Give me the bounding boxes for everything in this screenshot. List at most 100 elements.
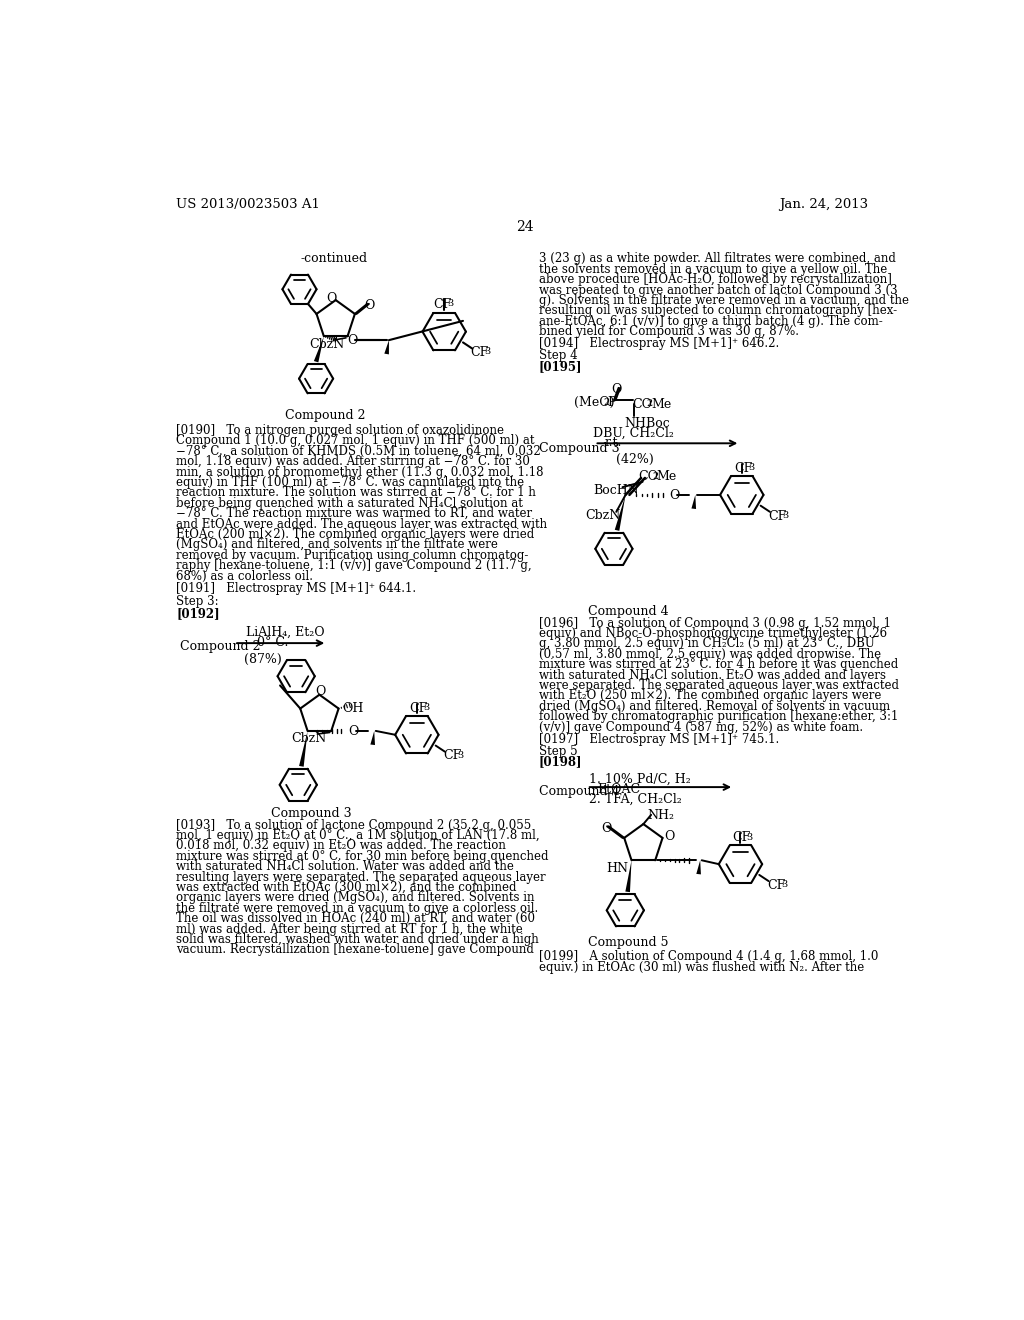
Text: CF: CF xyxy=(734,462,753,475)
Text: min, a solution of bromomethyl ether (11.3 g, 0.032 mol, 1.18: min, a solution of bromomethyl ether (11… xyxy=(176,466,544,479)
Text: Step 5: Step 5 xyxy=(539,744,578,758)
Text: CF: CF xyxy=(443,750,462,763)
Text: resulting layers were separated. The separated aqueous layer: resulting layers were separated. The sep… xyxy=(176,871,546,883)
Text: Jan. 24, 2013: Jan. 24, 2013 xyxy=(779,198,868,211)
Text: [0193]   To a solution of lactone Compound 2 (35.2 g, 0.055: [0193] To a solution of lactone Compound… xyxy=(176,818,531,832)
Text: 2: 2 xyxy=(646,400,652,408)
Text: [0197]   Electrospray MS [M+1]⁺ 745.1.: [0197] Electrospray MS [M+1]⁺ 745.1. xyxy=(539,733,779,746)
Text: with Et₂O (250 ml×2). The combined organic layers were: with Et₂O (250 ml×2). The combined organ… xyxy=(539,689,881,702)
Text: (MgSO₄) and filtered, and solvents in the filtrate were: (MgSO₄) and filtered, and solvents in th… xyxy=(176,539,498,552)
Text: Compound 2: Compound 2 xyxy=(180,640,260,653)
Polygon shape xyxy=(384,341,389,354)
Text: mixture was stirred at 0° C. for 30 min before being quenched: mixture was stirred at 0° C. for 30 min … xyxy=(176,850,549,863)
Text: HN: HN xyxy=(607,862,629,875)
Text: 3: 3 xyxy=(782,511,788,520)
Text: CF: CF xyxy=(410,702,427,714)
Text: with saturated NH₄Cl solution. Water was added and the: with saturated NH₄Cl solution. Water was… xyxy=(176,861,514,874)
Text: removed by vacuum. Purification using column chromatog-: removed by vacuum. Purification using co… xyxy=(176,549,528,562)
Text: organic layers were dried (MgSO₄), and filtered. Solvents in: organic layers were dried (MgSO₄), and f… xyxy=(176,891,535,904)
Text: (MeO): (MeO) xyxy=(573,396,614,409)
Text: -continued: -continued xyxy=(300,252,368,265)
Text: CF: CF xyxy=(768,510,786,523)
Text: 2: 2 xyxy=(603,397,609,407)
Text: Step 4: Step 4 xyxy=(539,350,578,363)
Text: above procedure [HOAc-H₂O, followed by recrystallization]: above procedure [HOAc-H₂O, followed by r… xyxy=(539,273,892,286)
Text: LiAlH₄, Et₂O: LiAlH₄, Et₂O xyxy=(246,626,325,639)
Polygon shape xyxy=(299,731,307,767)
Text: CO: CO xyxy=(638,470,658,483)
Text: CbzN: CbzN xyxy=(586,508,621,521)
Text: O: O xyxy=(611,383,622,396)
Text: 2: 2 xyxy=(652,471,658,480)
Text: O: O xyxy=(670,488,680,502)
Text: 1. 10% Pd/C, H₂: 1. 10% Pd/C, H₂ xyxy=(589,774,691,787)
Text: equiv) and NBoc-O-phosphonoglycine trimethylester (1.26: equiv) and NBoc-O-phosphonoglycine trime… xyxy=(539,627,887,640)
Text: O: O xyxy=(347,334,357,347)
Text: 3: 3 xyxy=(484,347,490,356)
Text: Compound 4: Compound 4 xyxy=(539,785,620,797)
Polygon shape xyxy=(691,495,696,510)
Text: 0° C.: 0° C. xyxy=(257,636,289,649)
Text: [0199]   A solution of Compound 4 (1.4 g, 1.68 mmol, 1.0: [0199] A solution of Compound 4 (1.4 g, … xyxy=(539,950,879,964)
Text: O: O xyxy=(665,830,675,843)
Text: was extracted with EtOAc (300 ml×2), and the combined: was extracted with EtOAc (300 ml×2), and… xyxy=(176,880,516,894)
Text: vacuum. Recrystallization [hexane-toluene] gave Compound: vacuum. Recrystallization [hexane-toluen… xyxy=(176,944,534,957)
Text: [0192]: [0192] xyxy=(176,607,220,620)
Text: OH: OH xyxy=(342,702,364,715)
Text: with saturated NH₄Cl solution. Et₂O was added and layers: with saturated NH₄Cl solution. Et₂O was … xyxy=(539,668,886,681)
Text: −78° C., a solution of KHMDS (0.5M in toluene, 64 ml, 0.032: −78° C., a solution of KHMDS (0.5M in to… xyxy=(176,445,541,458)
Text: equiv.) in EtOAc (30 ml) was flushed with N₂. After the: equiv.) in EtOAc (30 ml) was flushed wit… xyxy=(539,961,864,974)
Text: followed by chromatographic purification [hexane:ether, 3:1: followed by chromatographic purification… xyxy=(539,710,898,723)
Text: O: O xyxy=(601,822,611,834)
Text: 3: 3 xyxy=(748,463,755,473)
Text: [0194]   Electrospray MS [M+1]⁺ 646.2.: [0194] Electrospray MS [M+1]⁺ 646.2. xyxy=(539,337,779,350)
Text: 68%) as a colorless oil.: 68%) as a colorless oil. xyxy=(176,570,313,582)
Polygon shape xyxy=(314,337,324,363)
Text: bined yield for Compound 3 was 30 g, 87%.: bined yield for Compound 3 was 30 g, 87%… xyxy=(539,325,799,338)
Text: ane-EtOAc, 6:1 (v/v)] to give a third batch (4 g). The com-: ane-EtOAc, 6:1 (v/v)] to give a third ba… xyxy=(539,314,883,327)
Text: 24: 24 xyxy=(516,220,534,234)
Text: were separated. The separated aqueous layer was extracted: were separated. The separated aqueous la… xyxy=(539,678,899,692)
Text: 0.018 mol, 0.32 equiv) in Et₂O was added. The reaction: 0.018 mol, 0.32 equiv) in Et₂O was added… xyxy=(176,840,506,853)
Polygon shape xyxy=(626,861,632,892)
Text: [0198]: [0198] xyxy=(539,755,583,768)
Text: CO: CO xyxy=(633,397,652,411)
Text: mol, 1.18 equiv) was added. After stirring at −78° C. for 30: mol, 1.18 equiv) was added. After stirri… xyxy=(176,455,530,469)
Text: 3: 3 xyxy=(447,300,454,309)
Text: [0191]   Electrospray MS [M+1]⁺ 644.1.: [0191] Electrospray MS [M+1]⁺ 644.1. xyxy=(176,582,416,595)
Text: Me: Me xyxy=(656,470,677,483)
Text: resulting oil was subjected to column chromatography [hex-: resulting oil was subjected to column ch… xyxy=(539,305,897,317)
Text: Compound 3: Compound 3 xyxy=(539,442,620,455)
Text: Compound 5: Compound 5 xyxy=(588,936,668,949)
Polygon shape xyxy=(614,495,626,531)
Text: CF: CF xyxy=(767,879,785,892)
Text: dried (MgSO₄) and filtered. Removal of solvents in vacuum: dried (MgSO₄) and filtered. Removal of s… xyxy=(539,700,890,713)
Text: g). Solvents in the filtrate were removed in a vacuum, and the: g). Solvents in the filtrate were remove… xyxy=(539,294,908,308)
Text: O: O xyxy=(365,300,375,313)
Text: 3: 3 xyxy=(458,751,464,760)
Text: Step 3:: Step 3: xyxy=(176,595,219,609)
Text: 3: 3 xyxy=(781,880,787,890)
Text: raphy [hexane-toluene, 1:1 (v/v)] gave Compound 2 (11.7 g,: raphy [hexane-toluene, 1:1 (v/v)] gave C… xyxy=(176,560,531,572)
Text: 3: 3 xyxy=(423,704,429,713)
Text: NHBoc: NHBoc xyxy=(625,417,671,430)
Text: Compound 1 (10.0 g, 0.027 mol, 1 equiv) in THF (500 ml) at: Compound 1 (10.0 g, 0.027 mol, 1 equiv) … xyxy=(176,434,535,447)
Text: EtOAc (200 ml×2). The combined organic layers were dried: EtOAc (200 ml×2). The combined organic l… xyxy=(176,528,535,541)
Text: EtOAC: EtOAC xyxy=(597,783,640,796)
Text: g, 3.80 mmol, 2.5 equiv) in CH₂Cl₂ (5 ml) at 23° C., DBU: g, 3.80 mmol, 2.5 equiv) in CH₂Cl₂ (5 ml… xyxy=(539,638,874,651)
Text: The oil was dissolved in HOAc (240 ml) at RT, and water (60: The oil was dissolved in HOAc (240 ml) a… xyxy=(176,912,536,925)
Polygon shape xyxy=(696,861,701,874)
Text: Compound 4: Compound 4 xyxy=(588,605,669,618)
Text: mol, 1 equiv) in Et₂O at 0° C., a 1M solution of LAN (17.8 ml,: mol, 1 equiv) in Et₂O at 0° C., a 1M sol… xyxy=(176,829,540,842)
Text: reaction mixture. The solution was stirred at −78° C. for 1 h: reaction mixture. The solution was stirr… xyxy=(176,487,536,499)
Text: O: O xyxy=(348,725,359,738)
Text: [0190]   To a nitrogen purged solution of oxazolidinone: [0190] To a nitrogen purged solution of … xyxy=(176,424,504,437)
Text: [0196]   To a solution of Compound 3 (0.98 g, 1.52 mmol, 1: [0196] To a solution of Compound 3 (0.98… xyxy=(539,616,891,630)
Text: NH₂: NH₂ xyxy=(647,809,674,822)
Text: the solvents removed in a vacuum to give a yellow oil. The: the solvents removed in a vacuum to give… xyxy=(539,263,887,276)
Text: Me: Me xyxy=(651,397,672,411)
Text: 3: 3 xyxy=(746,833,753,842)
Text: CF: CF xyxy=(471,346,489,359)
Text: CbzN: CbzN xyxy=(291,733,327,746)
Text: (87%): (87%) xyxy=(245,653,282,667)
